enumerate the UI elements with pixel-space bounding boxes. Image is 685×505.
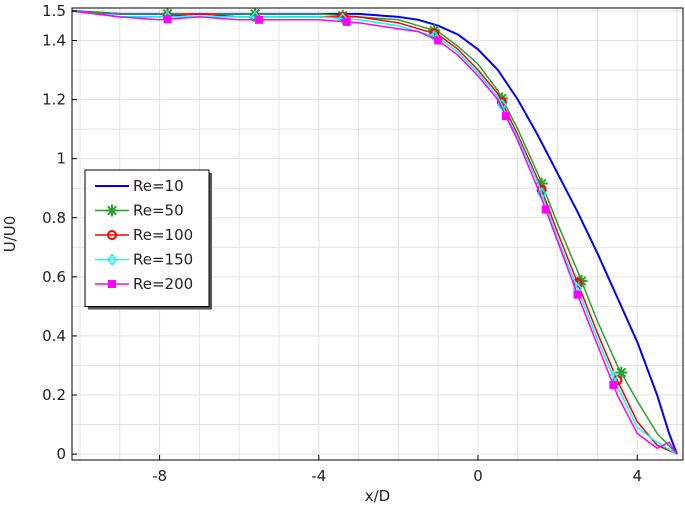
legend-item: Re=150 xyxy=(95,251,193,269)
series-marker xyxy=(541,205,550,214)
legend-marker xyxy=(106,204,118,217)
series-marker xyxy=(609,380,618,389)
series-marker xyxy=(434,36,443,45)
series-layer xyxy=(71,7,678,455)
series-marker xyxy=(342,17,351,26)
x-tick-label: 4 xyxy=(632,467,642,485)
x-tick-label: 0 xyxy=(473,467,483,485)
legend: Re=10 Re=50 Re=100 Re=150 Re=200 xyxy=(84,169,212,310)
series-line xyxy=(71,10,678,455)
series-line xyxy=(71,10,678,455)
series-marker xyxy=(501,112,510,121)
series-marker xyxy=(163,15,172,24)
series-marker xyxy=(255,15,264,24)
legend-marker xyxy=(107,230,117,240)
legend-label: Re=200 xyxy=(133,275,193,293)
legend-item: Re=10 xyxy=(95,177,184,195)
series-line xyxy=(71,10,678,455)
y-tick-label: 0.2 xyxy=(42,386,66,404)
y-tick-label: 1.2 xyxy=(42,91,66,109)
y-tick-label: 0 xyxy=(56,445,66,463)
legend-item: Re=200 xyxy=(95,275,193,293)
y-tick-label: 1.5 xyxy=(42,2,66,20)
y-tick-label: 0.8 xyxy=(42,209,66,227)
legend-label: Re=150 xyxy=(133,251,193,269)
y-tick-label: 1 xyxy=(56,150,66,168)
series-re-200 xyxy=(71,10,678,455)
plot-area-frame xyxy=(71,7,684,461)
legend-marker xyxy=(107,253,117,266)
y-axis-title: U/U0 xyxy=(1,216,19,253)
x-axis-title: x/D xyxy=(365,487,390,505)
y-tick-label: 0.4 xyxy=(42,327,66,345)
x-tick-label: -4 xyxy=(311,467,326,485)
legend-label: Re=50 xyxy=(133,202,184,220)
series-marker xyxy=(615,366,628,379)
legend-label: Re=10 xyxy=(133,177,184,195)
series-marker xyxy=(573,290,582,299)
legend-label: Re=100 xyxy=(133,226,193,244)
axis-ticks: -8 -4 0 4 0 0.2 0.4 0.6 0.8 1 1.2 1.4 1.5 xyxy=(42,2,642,485)
series-line xyxy=(71,10,678,455)
legend-item: Re=100 xyxy=(95,226,193,244)
legend-marker xyxy=(108,280,116,288)
y-tick-label: 1.4 xyxy=(42,31,66,49)
grid-lines xyxy=(72,8,683,460)
legend-item: Re=50 xyxy=(95,202,184,220)
y-tick-label: 0.6 xyxy=(42,268,66,286)
x-tick-label: -8 xyxy=(152,467,167,485)
